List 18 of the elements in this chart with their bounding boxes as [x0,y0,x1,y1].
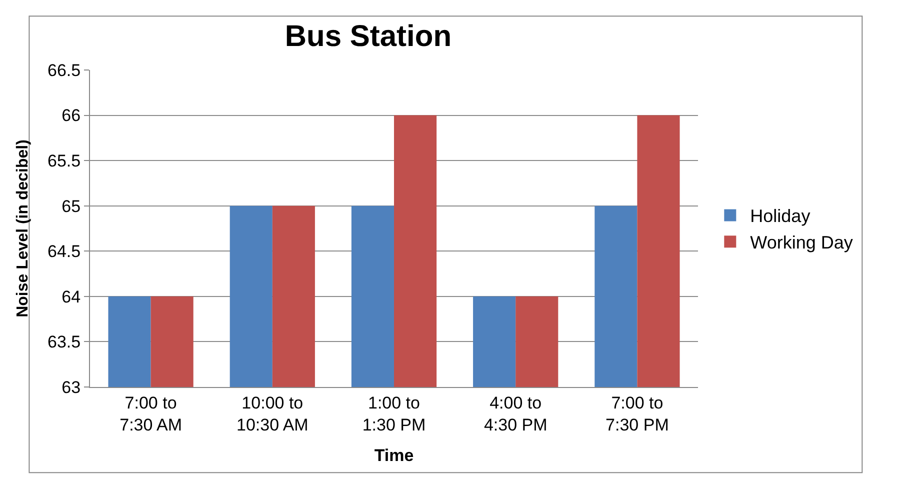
legend-label: Working Day [750,232,853,253]
y-tick-label: 66 [62,106,81,126]
legend-label: Holiday [750,206,810,226]
y-axis-title: Noise Level (in decibel) [14,140,32,318]
x-tick-label: 10:00 to 10:30 AM [236,393,308,434]
y-tick-label: 65.5 [48,152,81,171]
x-tick-label: 1:00 to 1:30 PM [362,393,426,434]
y-tick-label: 64.5 [48,242,81,262]
x-tick-label: 7:00 to 7:30 AM [120,393,182,434]
y-tick-label: 65 [62,196,81,216]
chart-title: Bus Station [284,20,452,53]
y-tick-label: 63 [62,378,81,397]
x-tick-label: 7:00 to 7:30 PM [606,393,669,434]
y-tick-label: 66.5 [48,60,81,80]
x-tick-label: 4:00 to 4:30 PM [484,393,548,434]
y-tick-label: 64 [62,287,81,306]
y-tick-label: 63.5 [48,332,81,352]
x-axis-title: Time [374,446,414,465]
